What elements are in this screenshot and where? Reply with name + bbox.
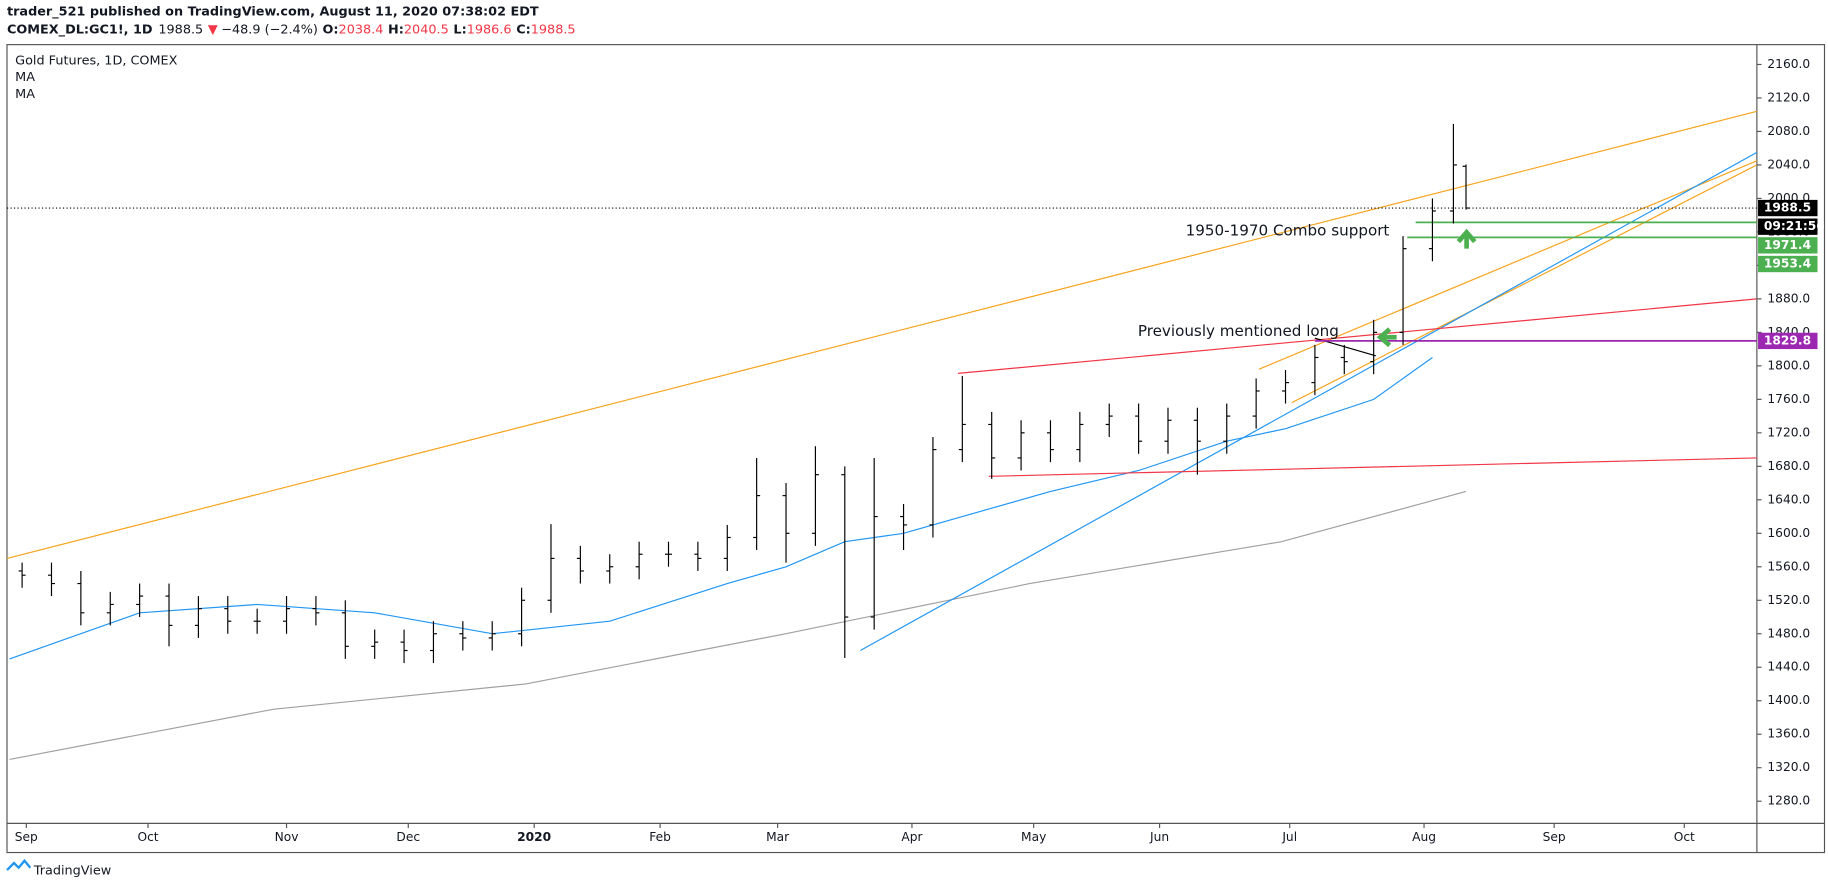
last: 1988.5	[158, 22, 203, 37]
x-tick-label: Jun	[1149, 830, 1169, 844]
publish-line: trader_521 published on TradingView.com,…	[7, 4, 539, 19]
x-tick-label: Sep	[15, 830, 38, 844]
annotation: Previously mentioned long	[1138, 322, 1339, 340]
y-tick-label: 2120.0	[1767, 90, 1810, 104]
x-tick-label: Oct	[1674, 830, 1695, 844]
trendline	[6, 110, 1757, 559]
countdown: 09:21:56	[1764, 219, 1825, 233]
y-tick-label: 1560.0	[1767, 559, 1810, 573]
price-label: 1971.4	[1764, 238, 1811, 252]
x-tick-label: Oct	[137, 830, 158, 844]
price-label: 1829.8	[1764, 333, 1811, 347]
annotation: 1950-1970 Combo support	[1186, 222, 1390, 240]
y-tick-label: 1680.0	[1767, 459, 1810, 473]
y-tick-label: 2160.0	[1767, 57, 1810, 71]
symbol: COMEX_DL:GC1!, 1D	[7, 22, 153, 37]
x-tick-label: Apr	[901, 830, 923, 844]
y-tick-label: 1720.0	[1767, 425, 1810, 439]
logo	[6, 858, 32, 871]
y-tick-label: 1320.0	[1767, 760, 1810, 774]
x-tick-label: Nov	[275, 830, 299, 844]
trendline	[1258, 160, 1757, 370]
change-arrow: ▼	[208, 22, 218, 37]
ohlc-value: 2038.4	[339, 22, 384, 37]
ohlc-label: L:	[453, 22, 466, 37]
ohlc-value: 1986.6	[467, 22, 512, 37]
y-tick-label: 1520.0	[1767, 593, 1810, 607]
y-tick-label: 1600.0	[1767, 526, 1810, 540]
x-tick-label: Jul	[1281, 830, 1297, 844]
price-label-bg	[1758, 255, 1818, 273]
arrow-up	[1456, 228, 1477, 249]
y-tick-label: 2040.0	[1767, 157, 1810, 171]
arrow-left	[1376, 327, 1397, 348]
frame	[6, 44, 1826, 854]
price-label-bg	[1758, 199, 1818, 217]
legend-ma: MA	[15, 70, 35, 85]
legend-title: Gold Futures, 1D, COMEX	[15, 53, 177, 68]
y-tick-label: 1880.0	[1767, 291, 1810, 305]
price-label: 1988.5	[1764, 201, 1811, 215]
x-tick-label: 2020	[517, 830, 551, 844]
ohlc-label: O:	[323, 22, 339, 37]
quote-line: COMEX_DL:GC1!, 1D 1988.5 ▼ −48.9 (−2.4%) O:2…	[7, 22, 576, 37]
plot	[6, 110, 1757, 760]
change: −48.9 (−2.4%)	[221, 22, 318, 37]
y-tick-label: 1360.0	[1767, 727, 1810, 741]
x-tick-label: Feb	[649, 830, 671, 844]
moving-average	[9, 490, 1467, 760]
price-label-bg	[1758, 332, 1818, 350]
footer: TradingView	[33, 864, 111, 879]
ohlc-label: C:	[516, 22, 531, 37]
y-tick-label: 1480.0	[1767, 626, 1810, 640]
y-tick-label: 1280.0	[1767, 794, 1810, 808]
y-tick-label: 2080.0	[1767, 124, 1810, 138]
ohlc-value: 1988.5	[531, 22, 576, 37]
price-label: 1953.4	[1764, 257, 1811, 271]
y-tick-label: 1440.0	[1767, 660, 1810, 674]
legend-ma: MA	[15, 87, 35, 102]
x-tick-label: Sep	[1543, 830, 1566, 844]
quote: COMEX_DL:GC1!, 1D 1988.5 ▼ −48.9 (−2.4%) O:2…	[7, 22, 576, 37]
price-label-bg	[1758, 237, 1818, 254]
x-tick-label: May	[1021, 830, 1046, 844]
countdown-bg	[1758, 218, 1818, 235]
ohlc-value: 2040.5	[404, 22, 449, 37]
trendline	[958, 298, 1757, 374]
x-tick-label: Aug	[1412, 830, 1436, 844]
x-tick-label: Dec	[396, 830, 420, 844]
trendline	[860, 151, 1757, 652]
y-tick-label: 1640.0	[1767, 492, 1810, 506]
trendline	[1291, 164, 1757, 404]
x-tick-label: Mar	[766, 830, 790, 844]
ohlc-label: H:	[388, 22, 404, 37]
trendline	[988, 457, 1757, 477]
y-tick-label: 1400.0	[1767, 693, 1810, 707]
moving-average	[9, 357, 1433, 660]
y-tick-label: 1760.0	[1767, 392, 1810, 406]
y-tick-label: 1800.0	[1767, 358, 1810, 372]
